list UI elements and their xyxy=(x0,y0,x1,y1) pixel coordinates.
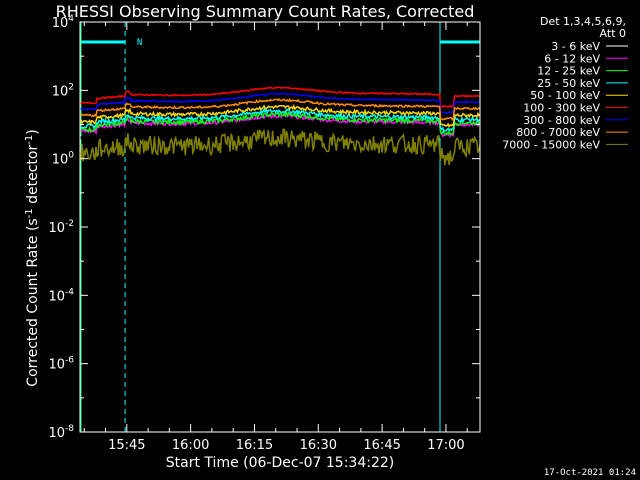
legend-label: 25 - 50 keV xyxy=(537,77,600,90)
y-axis-label-main: Corrected Count Rate (s xyxy=(25,218,41,386)
legend-label: 800 - 7000 keV xyxy=(516,126,600,139)
x-tick-label: 16:45 xyxy=(363,438,400,453)
y-axis-label-exp2: -1 xyxy=(24,135,35,145)
footer-timestamp: 17-Oct-2021 01:24 xyxy=(544,468,636,478)
x-tick-label: 16:00 xyxy=(172,438,209,453)
series-line-3 xyxy=(79,110,481,136)
annotation-label: N xyxy=(137,38,142,48)
y-axis-label-exp1: -1 xyxy=(24,208,35,218)
x-tick-label: 17:00 xyxy=(427,438,464,453)
x-tick-label: 15:45 xyxy=(108,438,145,453)
y-axis-label-end: ) xyxy=(25,129,41,134)
legend-label: 7000 - 15000 keV xyxy=(502,138,600,151)
y-tick-label: 10-2 xyxy=(48,219,74,236)
y-tick-label: 102 xyxy=(52,82,74,99)
x-tick-label: 16:30 xyxy=(300,438,337,453)
series-line-2 xyxy=(79,113,481,138)
series-line-9 xyxy=(79,128,481,166)
plot-frame xyxy=(79,21,481,433)
y-axis-label-mid: detector xyxy=(25,145,41,209)
series-line-6 xyxy=(79,86,481,108)
x-axis-label: Start Time (06-Dec-07 15:34:22) xyxy=(166,455,394,471)
legend-label: 50 - 100 keV xyxy=(530,89,600,102)
y-axis-label: Corrected Count Rate (s-1 detector-1) xyxy=(24,129,42,386)
chart-title: RHESSI Observing Summary Count Rates, Co… xyxy=(56,2,475,21)
series-line-1 xyxy=(79,116,481,147)
legend-label: 12 - 25 keV xyxy=(537,65,600,78)
y-tick-label: 10-8 xyxy=(48,424,74,441)
legend-label: 100 - 300 keV xyxy=(523,102,600,115)
y-tick-label: 100 xyxy=(52,151,75,168)
legend-label: 300 - 800 keV xyxy=(523,114,600,127)
series-line-7 xyxy=(79,92,481,115)
x-tick-label: 16:15 xyxy=(236,438,273,453)
y-tick-label: 10-4 xyxy=(48,287,74,304)
legend-header: Att 0 xyxy=(600,27,626,40)
y-tick-label: 104 xyxy=(52,14,75,31)
legend-label: 6 - 12 keV xyxy=(544,52,600,65)
series-line-5 xyxy=(79,103,481,128)
series-line-8 xyxy=(79,97,481,121)
legend-label: 3 - 6 keV xyxy=(551,40,600,53)
series-line-4 xyxy=(79,107,481,134)
y-tick-label: 10-6 xyxy=(48,356,74,373)
legend-header: Det 1,3,4,5,6,9, xyxy=(540,15,626,28)
